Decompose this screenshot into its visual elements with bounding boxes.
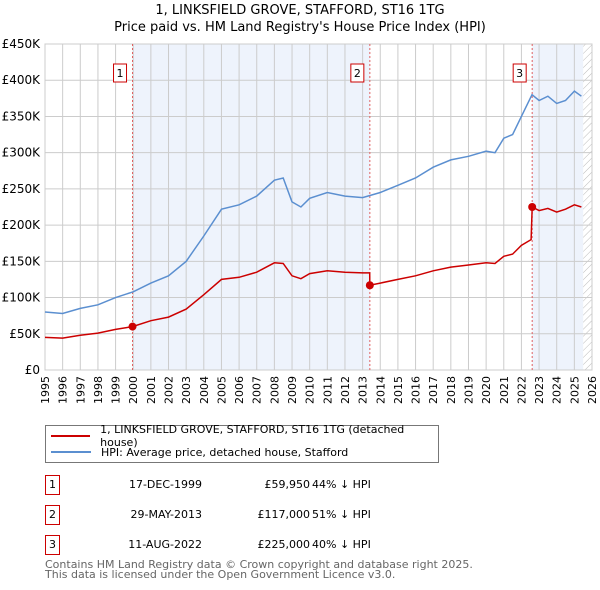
transaction-row: 2 29-MAY-2013 £117,000 51% ↓ HPI: [45, 505, 465, 525]
sale-label: 2: [354, 67, 361, 80]
chart-subtitle: Price paid vs. HM Land Registry's House …: [114, 20, 486, 35]
x-tick-label: 2022: [515, 376, 528, 404]
x-tick-label: 1996: [57, 376, 70, 404]
transaction-price: £117,000: [257, 508, 311, 521]
transaction-marker: 3: [45, 535, 60, 555]
transaction-price: £59,950: [264, 478, 311, 491]
transaction-date: 29-MAY-2013: [130, 508, 202, 521]
y-tick-label: £250K: [2, 182, 42, 196]
transaction-price: £225,000: [257, 538, 311, 551]
x-tick-label: 2000: [127, 376, 140, 404]
x-tick-label: 2006: [233, 376, 246, 404]
legend-item-property: 1, LINKSFIELD GROVE, STAFFORD, ST16 1TG …: [51, 423, 438, 449]
transaction-row: 1 17-DEC-1999 £59,950 44% ↓ HPI: [45, 475, 465, 495]
sale-label: 1: [117, 67, 124, 80]
x-tick-label: 2018: [445, 376, 458, 404]
price-chart: 1995 1996 1997 1998 1999 2000 2001 2002 2003 2004…: [2, 37, 599, 404]
transaction-hpi: 40% ↓ HPI: [312, 538, 371, 551]
transaction-hpi: 51% ↓ HPI: [312, 508, 371, 521]
transaction-row: 3 11-AUG-2022 £225,000 40% ↓ HPI: [45, 535, 465, 555]
sale-point: [128, 322, 137, 331]
legend-swatch-blue: [51, 451, 91, 453]
sale-label-box: [113, 63, 128, 83]
shaded-period: [532, 44, 584, 370]
legend-swatch-red: [51, 435, 91, 437]
x-tick-label: 2004: [198, 376, 211, 404]
sale-label-box: [350, 63, 365, 83]
plot-frame: [44, 43, 593, 371]
hpi-line: [44, 90, 582, 315]
transaction-date: 11-AUG-2022: [128, 538, 202, 551]
x-tick-label: 2026: [586, 376, 599, 404]
x-tick-label: 1999: [110, 376, 123, 404]
y-tick-label: £400K: [2, 73, 42, 87]
legend-item-hpi: HPI: Average price, detached house, Staf…: [51, 444, 348, 460]
y-tick-label: £200K: [2, 218, 42, 232]
x-tick-label: 2015: [392, 376, 405, 404]
x-tick-label: 2020: [480, 376, 493, 404]
sale-point: [528, 203, 537, 211]
sale-label: 3: [516, 67, 523, 80]
x-tick-label: 2021: [498, 376, 511, 404]
y-tick-label: £0: [25, 363, 40, 377]
x-tick-label: 1997: [74, 376, 87, 404]
x-tick-label: 1998: [92, 376, 105, 404]
y-tick-label: £300K: [2, 146, 42, 160]
x-tick-label: 2009: [286, 376, 299, 404]
x-tick-label: 1995: [39, 376, 52, 404]
transaction-date: 17-DEC-1999: [128, 478, 202, 491]
x-tick-label: 2011: [321, 376, 334, 404]
y-tick-label: £50K: [9, 327, 41, 341]
x-tick-label: 2002: [163, 376, 176, 404]
legend-label: 1, LINKSFIELD GROVE, STAFFORD, ST16 1TG …: [100, 423, 405, 449]
sale-label-box: [512, 63, 527, 83]
x-tick-label: 2012: [339, 376, 352, 404]
x-tick-label: 2008: [268, 376, 281, 404]
y-tick-label: £350K: [2, 109, 42, 123]
x-tick-label: 2013: [357, 376, 370, 404]
x-tick-label: 2016: [410, 376, 423, 404]
x-tick-label: 2019: [462, 376, 475, 404]
footer-copyright: Contains HM Land Registry data © Crown c…: [45, 558, 473, 571]
x-tick-label: 2025: [568, 376, 581, 404]
footer-licence: This data is licensed under the Open Gov…: [45, 568, 396, 581]
x-tick-label: 2014: [374, 376, 387, 404]
x-tick-label: 2010: [304, 376, 317, 404]
transaction-hpi: 44% ↓ HPI: [312, 478, 371, 491]
x-tick-label: 2023: [533, 376, 546, 404]
x-tick-label: 2001: [145, 376, 158, 404]
x-tick-label: 2007: [251, 376, 264, 404]
transaction-marker: 1: [45, 475, 60, 495]
x-tick-label: 2005: [215, 376, 228, 404]
sale-point: [365, 281, 374, 290]
y-tick-label: £450K: [2, 37, 42, 51]
y-tick-label: £150K: [2, 254, 42, 268]
property-price-line: [44, 203, 582, 339]
legend-label: HPI: Average price, detached house, Staf…: [101, 445, 349, 459]
chart-title: 1, LINKSFIELD GROVE, STAFFORD, ST16 1TG: [155, 3, 445, 18]
footer: Contains HM Land Registry data © Crown c…: [45, 558, 473, 581]
chart-legend: 1, LINKSFIELD GROVE, STAFFORD, ST16 1TG …: [45, 423, 439, 463]
x-tick-label: 2024: [551, 376, 564, 404]
transaction-marker: 2: [45, 505, 60, 525]
forecast-hatch: [583, 44, 592, 370]
x-tick-label: 2017: [427, 376, 440, 404]
x-tick-label: 2003: [180, 376, 193, 404]
y-tick-label: £100K: [2, 291, 42, 305]
